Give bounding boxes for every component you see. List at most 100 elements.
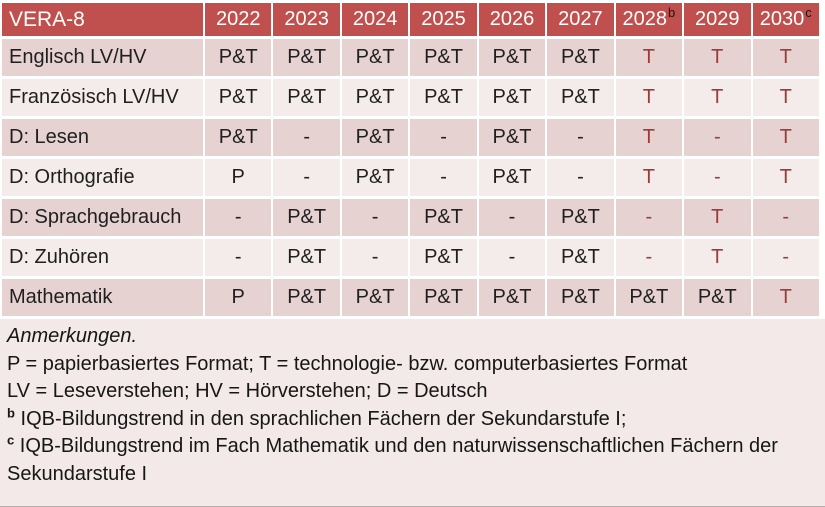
format-cell: - bbox=[410, 119, 477, 156]
format-cell: - bbox=[205, 239, 272, 276]
format-cell: P&T bbox=[410, 39, 477, 76]
format-cell: T bbox=[615, 79, 683, 116]
format-cell: P bbox=[205, 279, 272, 316]
table-row: D: Zuhören - P&T - P&T - P&T - T - bbox=[2, 239, 819, 276]
format-cell: P&T bbox=[410, 239, 477, 276]
format-cell: P&T bbox=[478, 159, 546, 196]
notes-section: Anmerkungen. P = papierbasiertes Format;… bbox=[0, 319, 825, 506]
row-label: D: Orthografie bbox=[2, 159, 203, 196]
format-cell: - bbox=[478, 199, 546, 236]
format-cell: P&T bbox=[547, 39, 614, 76]
format-cell: P&T bbox=[410, 199, 477, 236]
footnote-marker: b bbox=[7, 404, 15, 420]
format-cell: - bbox=[478, 239, 546, 276]
format-cell: P&T bbox=[478, 79, 546, 116]
table-header-year: 2027 bbox=[547, 3, 614, 36]
table-header-year: 2023 bbox=[273, 3, 340, 36]
format-cell: - bbox=[273, 119, 340, 156]
format-cell: P&T bbox=[273, 79, 340, 116]
table-row: D: Lesen P&T - P&T - P&T - T - T bbox=[2, 119, 819, 156]
format-cell: T bbox=[615, 159, 683, 196]
format-cell: P&T bbox=[478, 39, 546, 76]
format-cell: T bbox=[752, 279, 819, 316]
format-cell: P&T bbox=[478, 279, 546, 316]
format-cell: - bbox=[547, 119, 614, 156]
format-cell: - bbox=[615, 199, 683, 236]
table-row: D: Sprachgebrauch - P&T - P&T - P&T - T - bbox=[2, 199, 819, 236]
format-cell: P&T bbox=[410, 79, 477, 116]
format-cell: T bbox=[752, 119, 819, 156]
format-cell: P&T bbox=[341, 39, 409, 76]
notes-heading: Anmerkungen. bbox=[7, 325, 138, 347]
footnote-marker: b bbox=[667, 5, 676, 21]
format-cell: P&T bbox=[547, 279, 614, 316]
format-cell: - bbox=[341, 239, 409, 276]
format-cell: P&T bbox=[273, 279, 340, 316]
table-header-row: VERA-8 2022 2023 2024 2025 2026 2027 2028b 2029… bbox=[2, 3, 819, 36]
format-cell: - bbox=[205, 199, 272, 236]
format-cell: P&T bbox=[478, 119, 546, 156]
table-header-year: 2030c bbox=[752, 3, 819, 36]
footnote-marker: c bbox=[805, 5, 812, 21]
format-cell: P&T bbox=[341, 119, 409, 156]
table-body: Englisch LV/HV P&T P&T P&T P&T P&T P&T T T T Franz… bbox=[2, 39, 819, 316]
vera8-table: VERA-8 2022 2023 2024 2025 2026 2027 2028b 2029… bbox=[2, 3, 819, 316]
format-cell: - bbox=[615, 239, 683, 276]
note-line: c IQB-Bildungstrend im Fach Mathematik u… bbox=[7, 432, 778, 485]
table-header-year: 2024 bbox=[341, 3, 409, 36]
format-cell: T bbox=[684, 79, 751, 116]
format-cell: P&T bbox=[410, 279, 477, 316]
table-header-year: 2025 bbox=[410, 3, 477, 36]
format-cell: - bbox=[684, 159, 751, 196]
format-cell: P&T bbox=[341, 159, 409, 196]
format-cell: T bbox=[684, 199, 751, 236]
format-cell: T bbox=[615, 119, 683, 156]
format-cell: P&T bbox=[273, 199, 340, 236]
row-label: Französisch LV/HV bbox=[2, 79, 203, 116]
row-label: Mathematik bbox=[2, 279, 203, 316]
format-cell: P&T bbox=[205, 39, 272, 76]
footnote-marker: c bbox=[7, 432, 15, 448]
format-cell: P&T bbox=[547, 199, 614, 236]
format-cell: P&T bbox=[684, 279, 751, 316]
format-cell: - bbox=[273, 159, 340, 196]
format-cell: - bbox=[341, 199, 409, 236]
row-label: D: Sprachgebrauch bbox=[2, 199, 203, 236]
format-cell: T bbox=[684, 239, 751, 276]
table-row: Französisch LV/HV P&T P&T P&T P&T P&T P&T T T T bbox=[2, 79, 819, 116]
table-row: Mathematik P P&T P&T P&T P&T P&T P&T P&T T bbox=[2, 279, 819, 316]
table-header-year: 2022 bbox=[205, 3, 272, 36]
table-row: D: Orthografie P - P&T - P&T - T - T bbox=[2, 159, 819, 196]
format-cell: - bbox=[410, 159, 477, 196]
format-cell: T bbox=[684, 39, 751, 76]
table-header-year: 2029 bbox=[684, 3, 751, 36]
format-cell: P&T bbox=[205, 119, 272, 156]
format-cell: P&T bbox=[273, 239, 340, 276]
table-title-vera8: VERA-8 bbox=[2, 3, 203, 36]
row-label: D: Lesen bbox=[2, 119, 203, 156]
format-cell: T bbox=[752, 39, 819, 76]
table-row: Englisch LV/HV P&T P&T P&T P&T P&T P&T T T T bbox=[2, 39, 819, 76]
format-cell: - bbox=[547, 159, 614, 196]
format-cell: T bbox=[752, 79, 819, 116]
format-cell: T bbox=[615, 39, 683, 76]
format-cell: P&T bbox=[547, 239, 614, 276]
format-cell: P&T bbox=[547, 79, 614, 116]
format-cell: - bbox=[752, 199, 819, 236]
format-cell: T bbox=[752, 159, 819, 196]
note-line: P = papierbasiertes Format; T = technolo… bbox=[7, 352, 688, 375]
row-label: D: Zuhören bbox=[2, 239, 203, 276]
notes-lines: P = papierbasiertes Format; T = technolo… bbox=[7, 351, 815, 489]
format-cell: P&T bbox=[273, 39, 340, 76]
note-line: LV = Leseverstehen; HV = Hörverstehen; D… bbox=[7, 380, 488, 402]
format-cell: P bbox=[205, 159, 272, 196]
table-header-year: 2028b bbox=[615, 3, 683, 36]
format-cell: - bbox=[684, 119, 751, 156]
format-cell: P&T bbox=[341, 79, 409, 116]
note-line: b IQB-Bildungstrend in den sprachlichen … bbox=[7, 404, 627, 430]
format-cell: P&T bbox=[205, 79, 272, 116]
row-label: Englisch LV/HV bbox=[2, 39, 203, 76]
format-cell: P&T bbox=[615, 279, 683, 316]
format-cell: - bbox=[752, 239, 819, 276]
